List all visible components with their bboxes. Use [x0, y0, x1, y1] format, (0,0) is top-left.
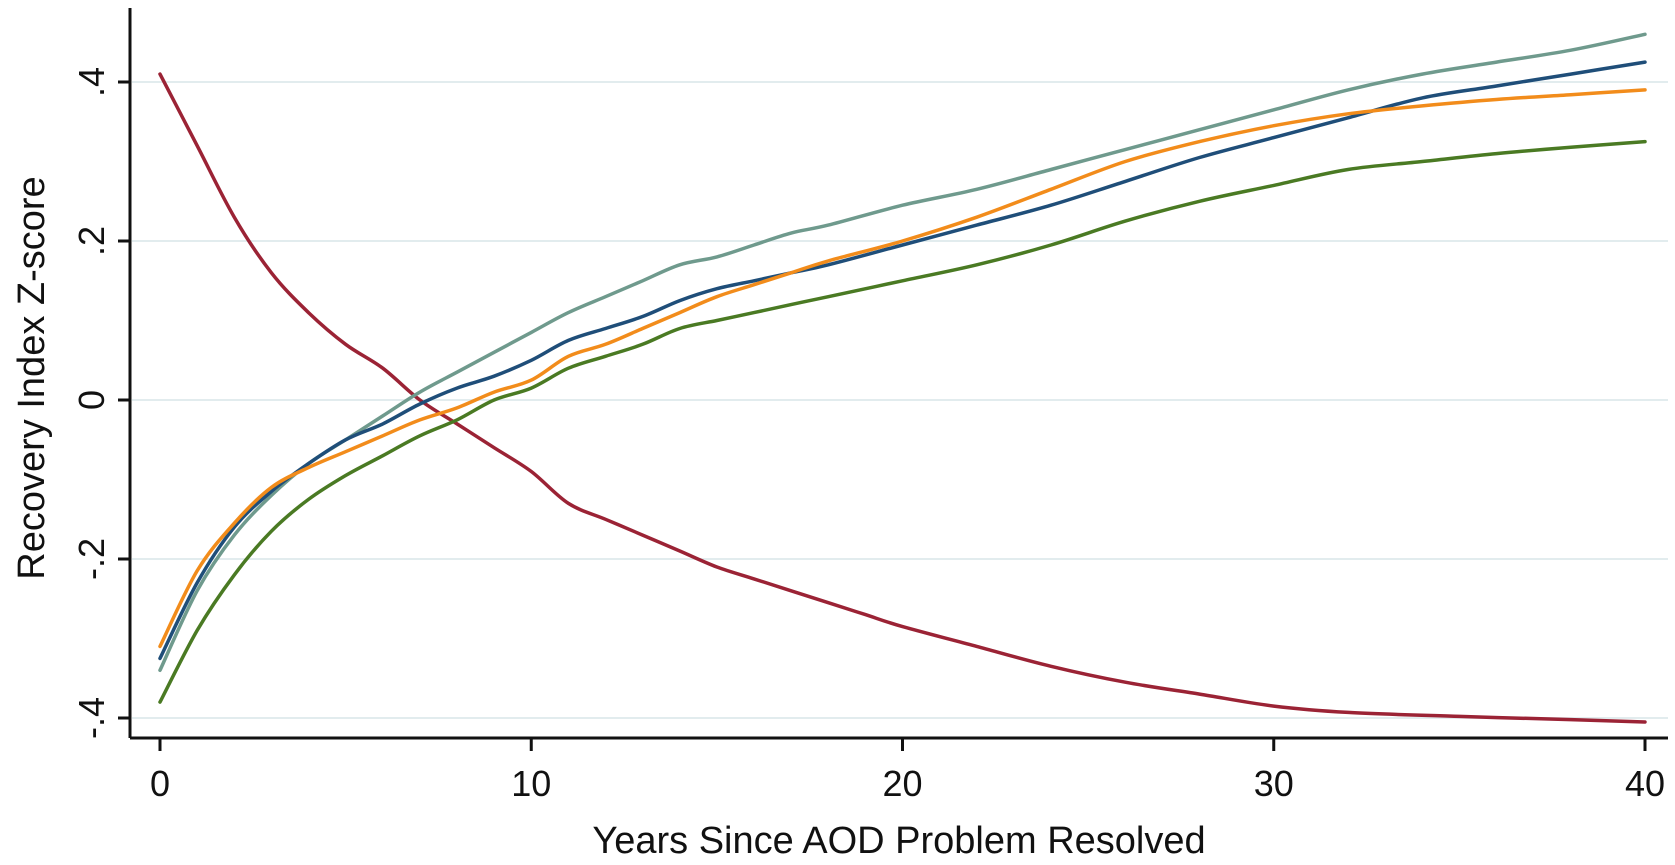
- x-tick-label: 40: [1625, 763, 1665, 804]
- series-line-1: [158, 72, 1647, 724]
- series-line-4: [158, 88, 1647, 649]
- series-line-2: [158, 32, 1647, 673]
- y-tick-label: .2: [71, 226, 112, 256]
- y-tick-label: -.4: [71, 697, 112, 739]
- x-tick-label: 10: [511, 763, 551, 804]
- y-tick-label: -.2: [71, 538, 112, 580]
- x-tick-label: 20: [882, 763, 922, 804]
- y-tick-label: .4: [71, 67, 112, 97]
- ticks: -.4 -.2 0 .2 .4 0 10 20 30 40: [71, 67, 1665, 804]
- series-line-5: [158, 139, 1647, 704]
- y-axis-title: Recovery Index Z-score: [11, 176, 53, 579]
- x-axis-title: Years Since AOD Problem Resolved: [592, 820, 1205, 862]
- series-lines: [158, 32, 1647, 724]
- axes: [128, 8, 1668, 740]
- gridlines: [132, 81, 1668, 719]
- series-line-3: [158, 60, 1647, 661]
- x-tick-label: 0: [150, 763, 170, 804]
- x-tick-label: 30: [1254, 763, 1294, 804]
- y-tick-label: 0: [71, 390, 112, 410]
